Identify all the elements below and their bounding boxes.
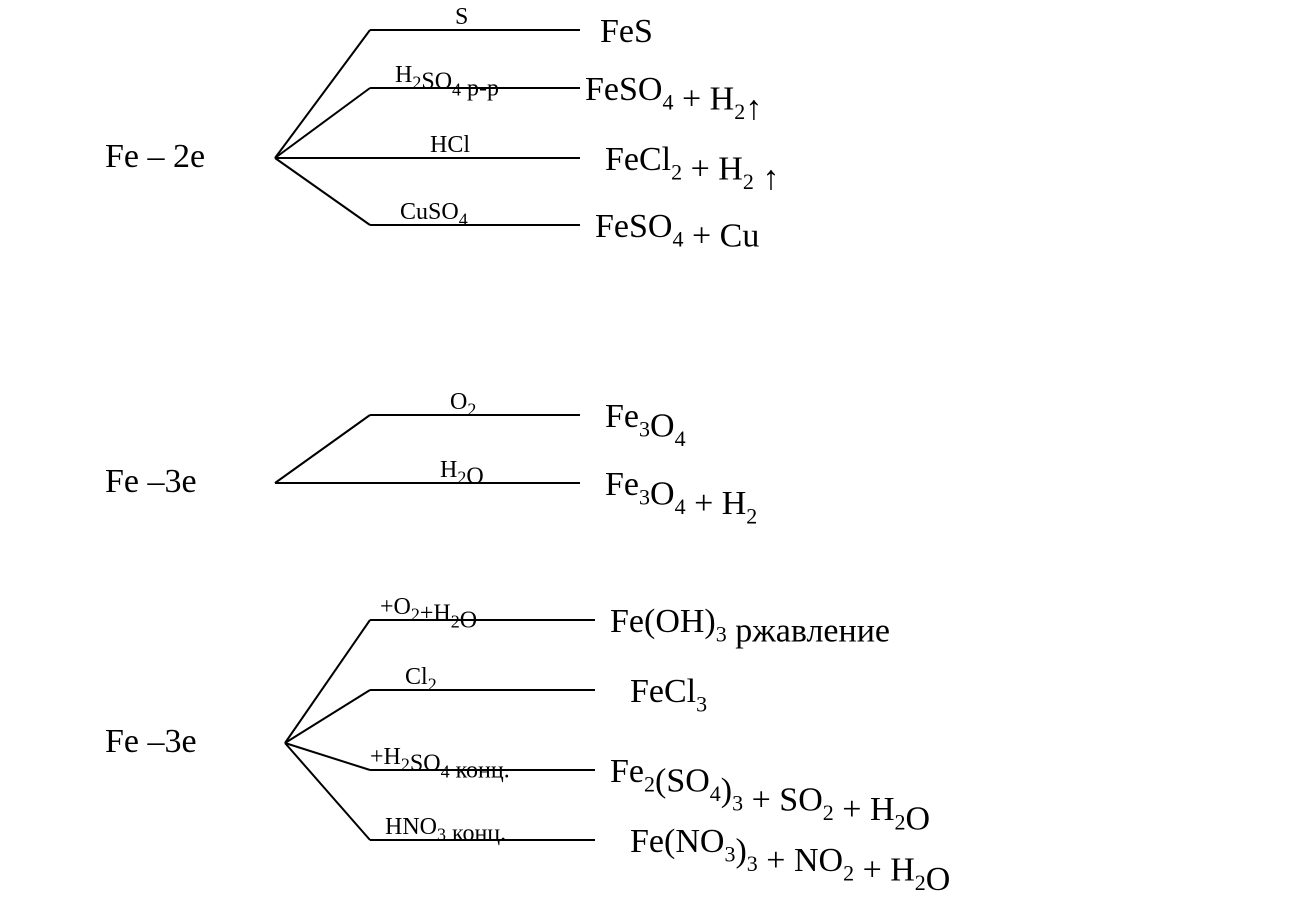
branch-line-diagonal-2-1 (285, 690, 370, 743)
origin-label: Fe – 2e (105, 138, 205, 175)
product-formula: Fe3O4 + H2 (605, 466, 757, 529)
branch-line-diagonal-0-1 (275, 88, 370, 158)
reagent-label: HCl (430, 132, 470, 158)
reagent-label: +H2SO4 конц. (370, 744, 510, 783)
reagent-label: H2O (440, 457, 484, 490)
product-formula: FeS (600, 13, 653, 50)
branch-line-diagonal-2-3 (285, 743, 370, 840)
product-formula: Fe(OH)3 ржавление (610, 603, 890, 650)
branch-line-diagonal-0-0 (275, 30, 370, 158)
product-formula: FeSO4 + Cu (595, 208, 759, 255)
product-formula: FeCl3 (630, 673, 707, 717)
reaction-group-2: Fe –3e+O2+H2OFe(OH)3 ржавлениеCl2FeCl3+H… (105, 594, 950, 898)
reaction-group-1: Fe –3eO2Fe3O4H2OFe3O4 + H2 (105, 389, 757, 528)
branch-line-diagonal-0-3 (275, 158, 370, 225)
reagent-label: H2SO4 р-р (395, 62, 499, 101)
reagent-label: S (455, 4, 468, 30)
product-formula: Fe3O4 (605, 398, 686, 451)
branch-line-diagonal-2-0 (285, 620, 370, 743)
origin-label: Fe –3e (105, 463, 197, 500)
reaction-group-0: Fe – 2e S FeS H2SO4 р-р FeSO4 + H2↑ HCl FeCl2 … (105, 4, 779, 254)
product-formula: FeCl2 + H2 ↑ (605, 141, 779, 197)
origin-label: Fe –3e (105, 723, 197, 760)
branch-line-diagonal-1-0 (275, 415, 370, 483)
reagent-label: +O2+H2O (380, 594, 477, 633)
product-formula: FeSO4 + H2↑ (585, 71, 762, 127)
reagent-label: HNO3 конц. (385, 814, 506, 847)
